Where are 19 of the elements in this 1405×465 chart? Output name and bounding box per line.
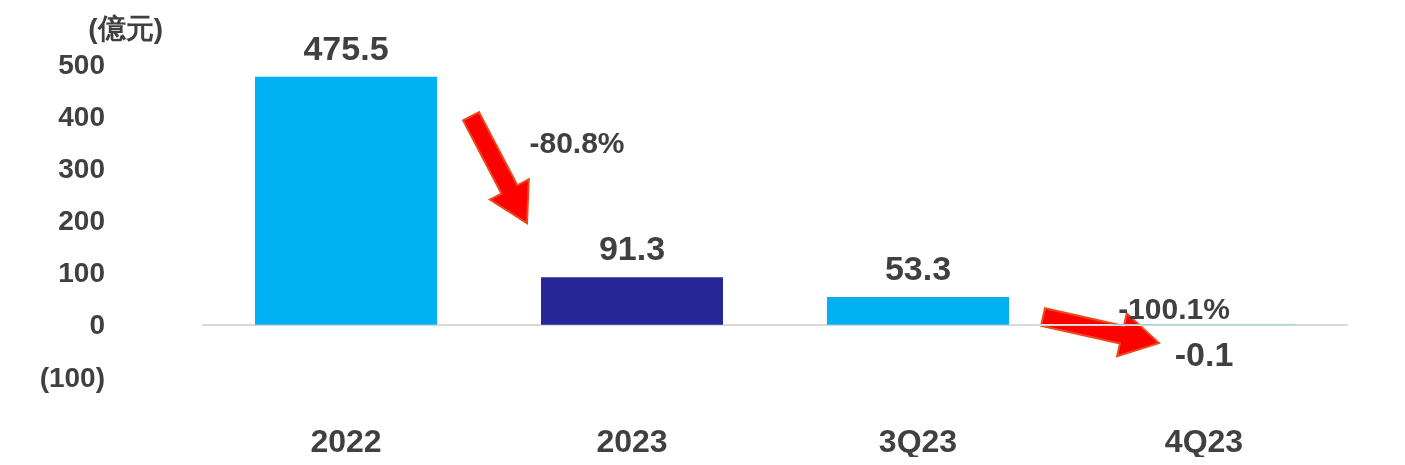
annotation: -100.1% xyxy=(1118,291,1230,325)
y-tick-label: 200 xyxy=(58,205,105,236)
data-label: 91.3 xyxy=(598,229,666,268)
x-tick-label: 2023 xyxy=(596,423,668,459)
annotation: -80.8% xyxy=(529,125,625,159)
data-label: -0.1 xyxy=(1174,334,1234,373)
data-label: 53.3 xyxy=(884,249,952,288)
bar xyxy=(255,76,437,325)
y-tick-label: 0 xyxy=(89,309,105,341)
data-label: 475.5 xyxy=(303,28,389,67)
y-tick-label: 100 xyxy=(58,257,105,289)
bar xyxy=(541,277,723,325)
y-tick-label: 500 xyxy=(58,48,105,80)
x-tick-label: 2022 xyxy=(310,423,382,459)
bar xyxy=(827,297,1009,325)
y-axis-title: (億元) xyxy=(88,12,163,44)
y-tick-label: 300 xyxy=(58,152,105,184)
y-tick-label: (100) xyxy=(39,361,105,393)
y-tick-label: 400 xyxy=(58,100,105,132)
